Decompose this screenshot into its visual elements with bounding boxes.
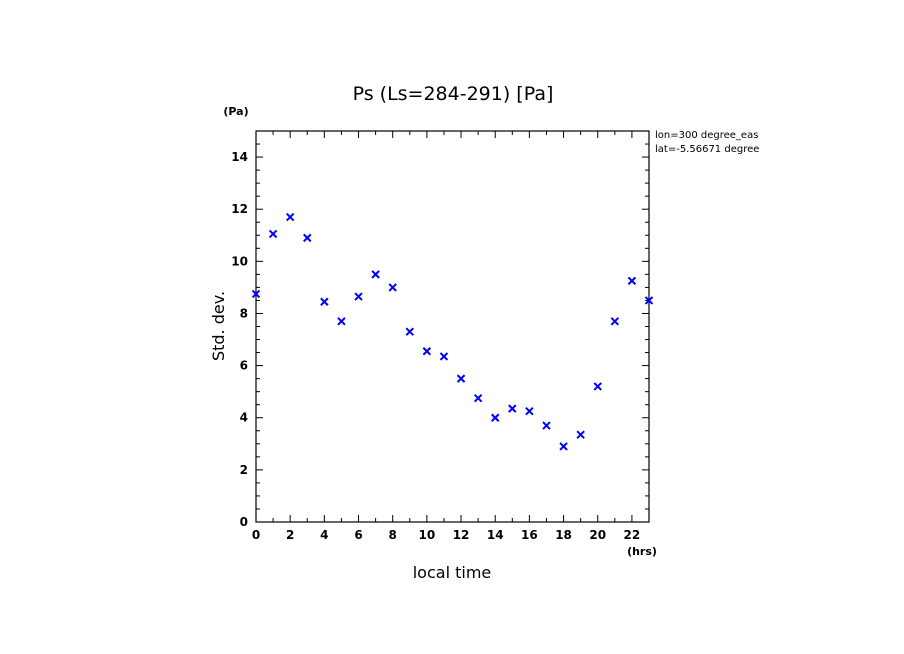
- y-tick-label: 12: [231, 202, 248, 216]
- plot-border: [255, 130, 650, 523]
- data-point: [320, 297, 329, 306]
- y-tick-label: 6: [240, 359, 248, 373]
- data-point: [251, 289, 261, 299]
- x-tick-label: 6: [354, 528, 362, 542]
- x-tick-label: 2: [286, 528, 294, 542]
- data-point: [303, 233, 312, 243]
- data-point: [285, 212, 295, 222]
- x-tick-label: 12: [453, 528, 470, 542]
- x-tick-label: 8: [389, 528, 397, 542]
- data-point: [644, 296, 654, 305]
- data-point: [268, 229, 278, 239]
- x-tick-label: 14: [487, 528, 504, 542]
- data-point: [439, 352, 449, 361]
- lon-annotation: lon=300 degree_eas: [655, 130, 758, 141]
- chart-title: Ps (Ls=284-291) [Pa]: [353, 83, 554, 105]
- y-tick-label: 14: [231, 150, 248, 164]
- data-point: [593, 382, 602, 391]
- y-tick-label: 8: [240, 306, 248, 320]
- data-point: [491, 413, 500, 422]
- y-unit-label: (Pa): [223, 105, 248, 118]
- y-tick-label: 4: [240, 411, 248, 425]
- data-points: [251, 212, 654, 451]
- x-tick-label: 4: [320, 528, 328, 542]
- data-point: [473, 393, 483, 403]
- data-point: [610, 317, 620, 326]
- x-tick-label: 16: [521, 528, 538, 542]
- data-point: [525, 407, 534, 416]
- y-axis-label: Std. dev.: [209, 291, 228, 361]
- data-point: [371, 270, 380, 279]
- data-point: [388, 283, 397, 292]
- plot-frame: [255, 130, 650, 523]
- data-point: [576, 430, 585, 439]
- y-tick-label: 0: [240, 515, 248, 529]
- data-point: [405, 327, 414, 336]
- y-tick-label: 10: [231, 254, 248, 268]
- data-point: [422, 347, 432, 356]
- data-point: [542, 421, 551, 430]
- lat-annotation: lat=-5.56671 degree: [655, 144, 759, 155]
- axis-ticks: 0 2 4 6 8 10 12 14 16 18 20 22 0 2 4 6 8 10 12 14: [231, 130, 650, 542]
- data-point: [508, 404, 517, 413]
- x-tick-label: 10: [419, 528, 436, 542]
- data-point: [354, 292, 363, 301]
- data-point: [456, 374, 466, 383]
- y-tick-label: 2: [240, 463, 248, 477]
- data-point: [337, 317, 346, 326]
- x-axis-label: local time: [413, 563, 492, 582]
- x-unit-label: (hrs): [627, 545, 657, 558]
- x-tick-label: 20: [589, 528, 606, 542]
- x-tick-label: 18: [555, 528, 572, 542]
- data-point: [559, 442, 568, 451]
- x-tick-label: 22: [624, 528, 641, 542]
- data-point: [627, 276, 637, 286]
- x-tick-label: 0: [252, 528, 260, 542]
